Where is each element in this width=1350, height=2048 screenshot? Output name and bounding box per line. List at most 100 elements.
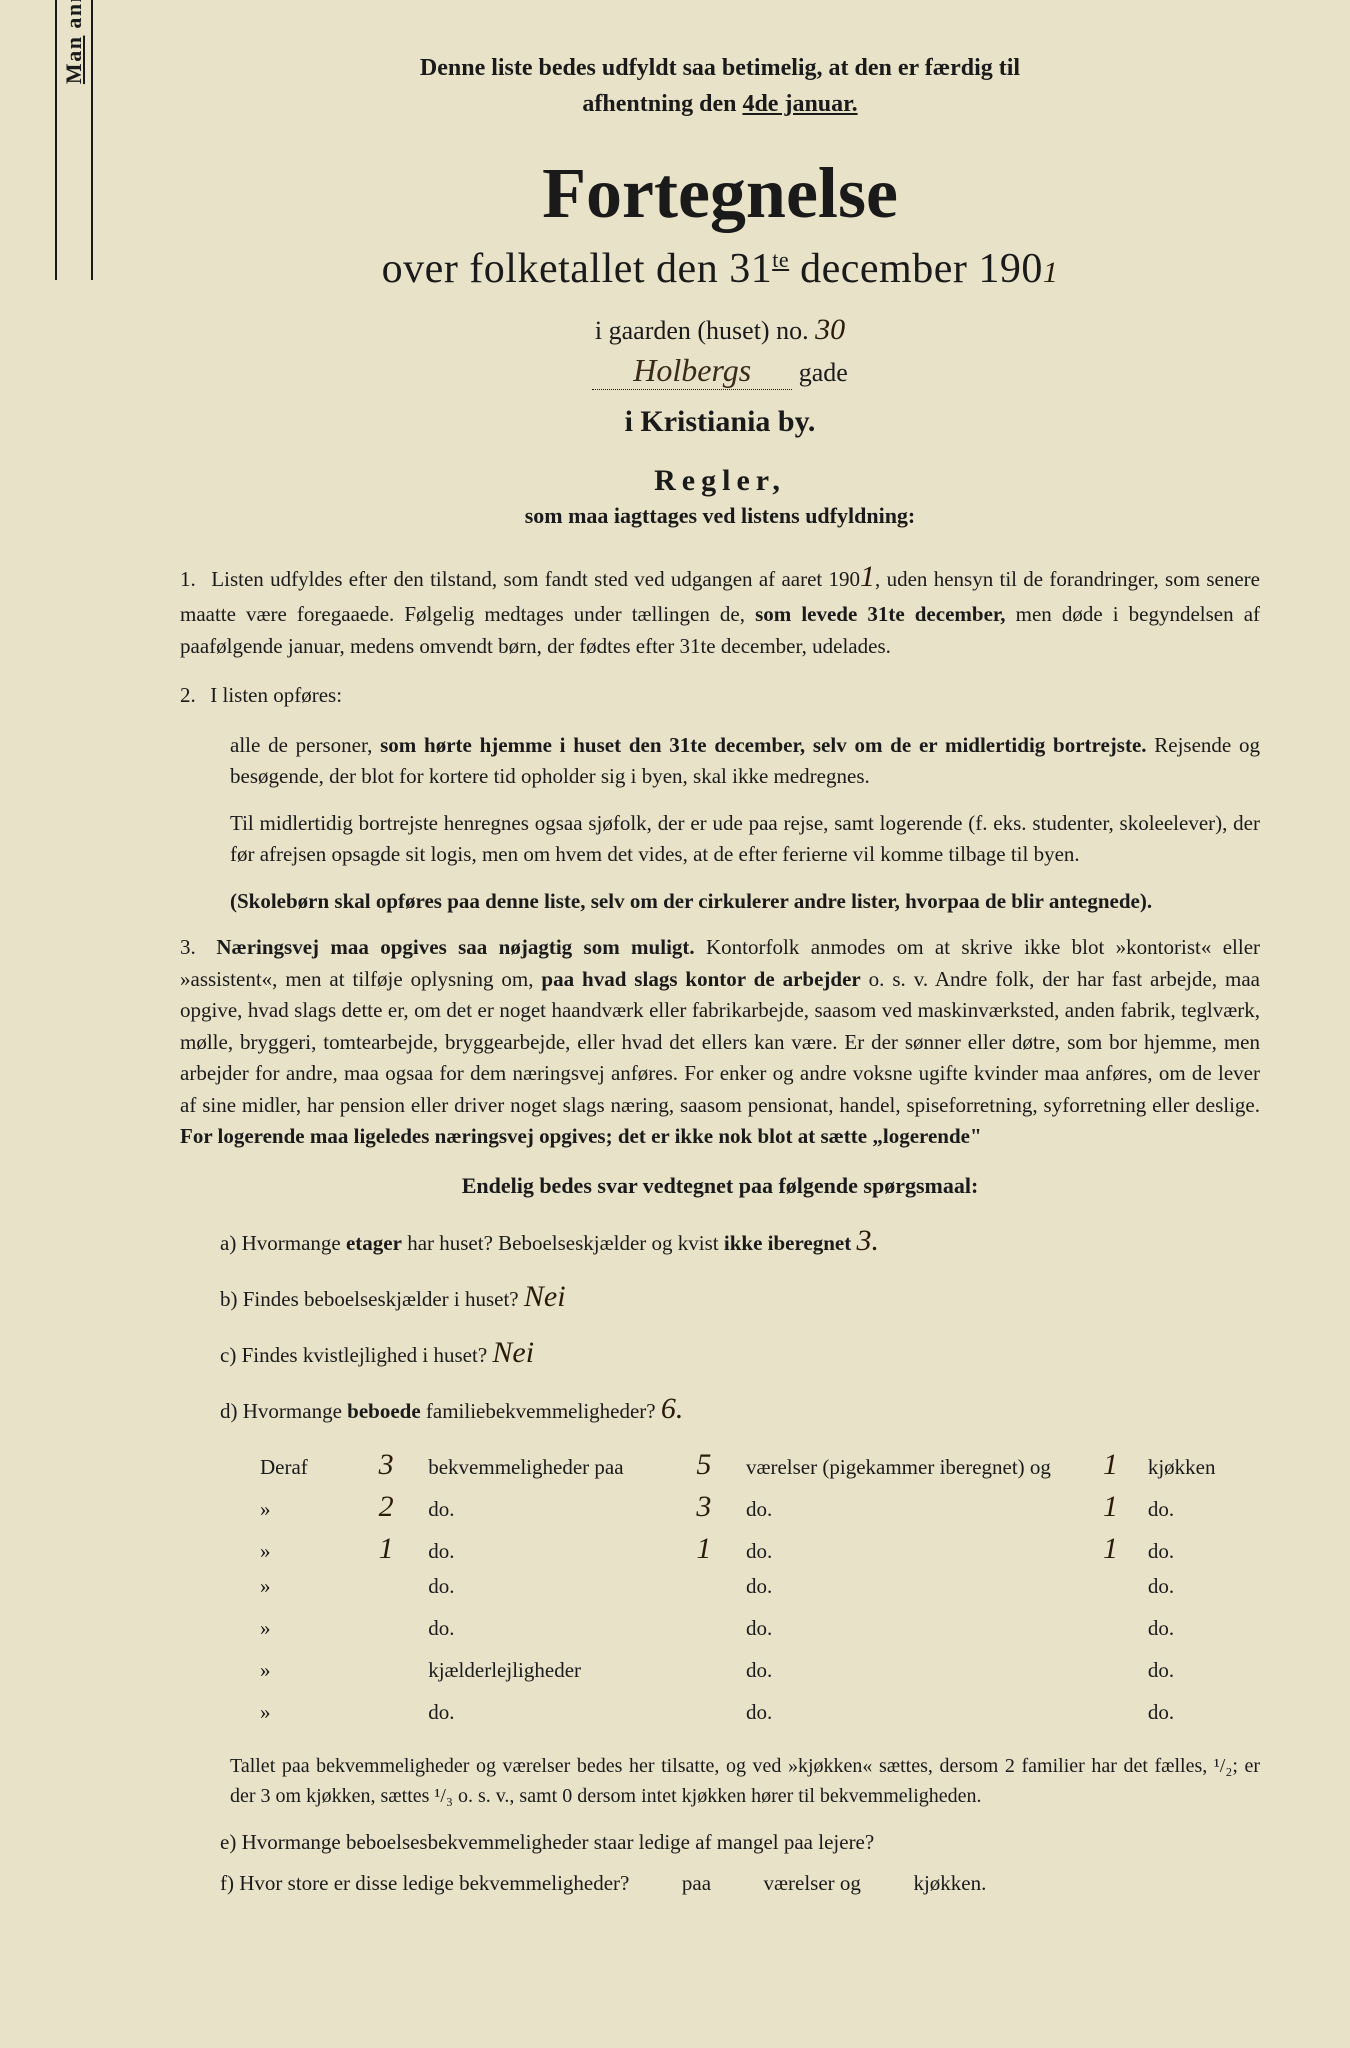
row-c3: do. (1148, 1616, 1260, 1641)
row-c2: do. (746, 1700, 1073, 1725)
q-a-bold1: etager (346, 1231, 402, 1255)
row-val2: 1 (662, 1532, 746, 1566)
q-f-text: Hvor store er disse ledige bekvemmelighe… (239, 1871, 629, 1895)
q-c-text: Findes kvistlejlighed i huset? (242, 1343, 488, 1367)
row-c2: do. (746, 1574, 1073, 1599)
rule-3: 3. Næringsvej maa opgives saa nøjagtig s… (180, 932, 1260, 1153)
row-c3: do. (1148, 1497, 1260, 1522)
subtitle-suffix: december 190 (789, 246, 1043, 292)
table-header-row: Deraf 3 bekvemmeligheder paa 5 værelser … (260, 1448, 1260, 1484)
q-b-answer: Nei (524, 1280, 566, 1313)
top-note-date: 4de januar. (742, 91, 857, 117)
q-d-text-b: familiebekvemmeligheder? (421, 1399, 656, 1423)
q-f-label: f) (220, 1871, 234, 1895)
q-d-label: d) (220, 1399, 238, 1423)
row-val1: 2 (344, 1490, 428, 1524)
q-d-bold: beboede (347, 1399, 421, 1423)
subtitle: over folketallet den 31te december 1901 (180, 245, 1260, 293)
row-val1: 1 (344, 1532, 428, 1566)
row-quote: » (260, 1700, 344, 1725)
q-a-bold2: ikke iberegnet (724, 1231, 851, 1255)
row-c1: do. (428, 1497, 662, 1522)
year-handwritten: 1 (1043, 256, 1059, 289)
table-row: » do. do. do. (260, 1700, 1260, 1736)
rule-1-num: 1. (180, 564, 205, 596)
table-row: »do.do.do. (260, 1616, 1260, 1652)
q-a-text-a: Hvormange (242, 1231, 346, 1255)
rules-subtitle: som maa iagttages ved listens udfyldning… (180, 503, 1260, 529)
rule-1-year: 1 (860, 560, 875, 593)
street-suffix: gade (799, 358, 848, 387)
row-c3: do. (1148, 1539, 1260, 1564)
row-c3: do. (1148, 1700, 1260, 1725)
rule-2-bold1: som hørte hjemme i huset den 31te decemb… (380, 733, 1146, 757)
q-f-mid2: værelser og (764, 1871, 861, 1895)
q-d-text-a: Hvormange (243, 1399, 347, 1423)
rule-2-indent-b: Til midlertidig bortrejste henregnes ogs… (230, 808, 1260, 871)
row-quote: » (260, 1497, 344, 1522)
row-c1: kjælderlejligheder (428, 1658, 662, 1683)
th-suffix: kjøkken (1148, 1455, 1260, 1480)
q-a-answer: 3. (857, 1224, 880, 1257)
rule-3-bold1: Næringsvej maa opgives saa nøjagtig som … (216, 935, 694, 959)
rule-2-indent-a: alle de personer, som hørte hjemme i hus… (230, 730, 1260, 793)
question-e: e) Hvormange beboelsesbekvemmeligheder s… (220, 1826, 1260, 1860)
questions-header: Endelig bedes svar vedtegnet paa følgend… (180, 1173, 1260, 1199)
q-a-label: a) (220, 1231, 236, 1255)
question-f: f) Hvor store er disse ledige bekvemmeli… (220, 1867, 1260, 1901)
th-prefix: Deraf (260, 1455, 344, 1480)
main-title: Fortegnelse (180, 152, 1260, 235)
th-val2: 5 (662, 1448, 746, 1482)
row-c3: do. (1148, 1658, 1260, 1683)
q-d-answer: 6. (661, 1392, 684, 1425)
th-val1: 3 (344, 1448, 428, 1482)
street-name: Holbergs (633, 352, 751, 388)
rule-3-bold2: paa hvad slags kontor de arbejder (541, 967, 860, 991)
q-f-mid1: paa (682, 1871, 711, 1895)
rules-title: Regler, (180, 464, 1260, 498)
th-mid1: bekvemmeligheder paa (428, 1455, 662, 1480)
row-val3: 1 (1073, 1532, 1148, 1566)
row-c1: do. (428, 1700, 662, 1725)
row-quote: » (260, 1539, 344, 1564)
th-mid2: værelser (pigekammer iberegnet) og (746, 1455, 1073, 1480)
q-c-answer: Nei (492, 1336, 534, 1369)
document-page: Man anmodes om at gjennemlæse og nøje at… (0, 0, 1350, 2048)
rule-3-num: 3. (180, 932, 205, 964)
th-val3: 1 (1073, 1448, 1148, 1482)
house-number: 30 (815, 313, 845, 346)
question-b: b) Findes beboelseskjælder i huset? Nei (220, 1273, 1260, 1321)
q-f-suffix: kjøkken. (913, 1871, 986, 1895)
q-a-text-b: har huset? Beboelseskjælder og kvist (402, 1231, 724, 1255)
row-val2: 3 (662, 1490, 746, 1524)
rule-2-bold2: (Skolebørn skal opføres paa denne liste,… (230, 886, 1260, 918)
subtitle-super: te (772, 247, 789, 272)
row-c1: do. (428, 1574, 662, 1599)
rule-3-bold3: For logerende maa ligeledes næringsvej o… (180, 1124, 982, 1148)
row-c2: do. (746, 1616, 1073, 1641)
city-line: i Kristiania by. (180, 405, 1260, 439)
rule-2: 2. I listen opføres: (180, 680, 1260, 712)
q-b-label: b) (220, 1287, 238, 1311)
row-c2: do. (746, 1539, 1073, 1564)
row-quote: » (260, 1574, 344, 1599)
subtitle-prefix: over folketallet den 31 (382, 246, 773, 292)
dwelling-table: Deraf 3 bekvemmeligheder paa 5 værelser … (260, 1448, 1260, 1736)
vertical-note-text: Man anmodes om at gjennemlæse og nøje at… (61, 0, 86, 84)
q-e-text: Hvormange beboelsesbekvemmeligheder staa… (242, 1830, 875, 1854)
row-c2: do. (746, 1658, 1073, 1683)
question-d: d) Hvormange beboede familiebekvemmeligh… (220, 1385, 1260, 1433)
table-footnote: Tallet paa bekvemmeligheder og værelser … (230, 1751, 1260, 1811)
house-prefix: i gaarden (huset) no. (595, 316, 815, 345)
top-note-line1: Denne liste bedes udfyldt saa betimelig,… (420, 55, 1020, 81)
rule-1: 1. Listen udfyldes efter den tilstand, s… (180, 554, 1260, 662)
table-row: »2do.3do.1do. (260, 1490, 1260, 1526)
question-a: a) Hvormange etager har huset? Beboelses… (220, 1217, 1260, 1265)
rule-2-indent-prefix: alle de personer, (230, 733, 380, 757)
rule-1-text-a: Listen udfyldes efter den tilstand, som … (211, 567, 860, 591)
vertical-margin-note: Man anmodes om at gjennemlæse og nøje at… (55, 0, 93, 280)
house-number-line: i gaarden (huset) no. 30 (180, 313, 1260, 347)
q-b-text: Findes beboelseskjælder i huset? (243, 1287, 519, 1311)
table-row: »1do.1do.1do. (260, 1532, 1260, 1568)
street-line: Holbergs gade (180, 352, 1260, 390)
